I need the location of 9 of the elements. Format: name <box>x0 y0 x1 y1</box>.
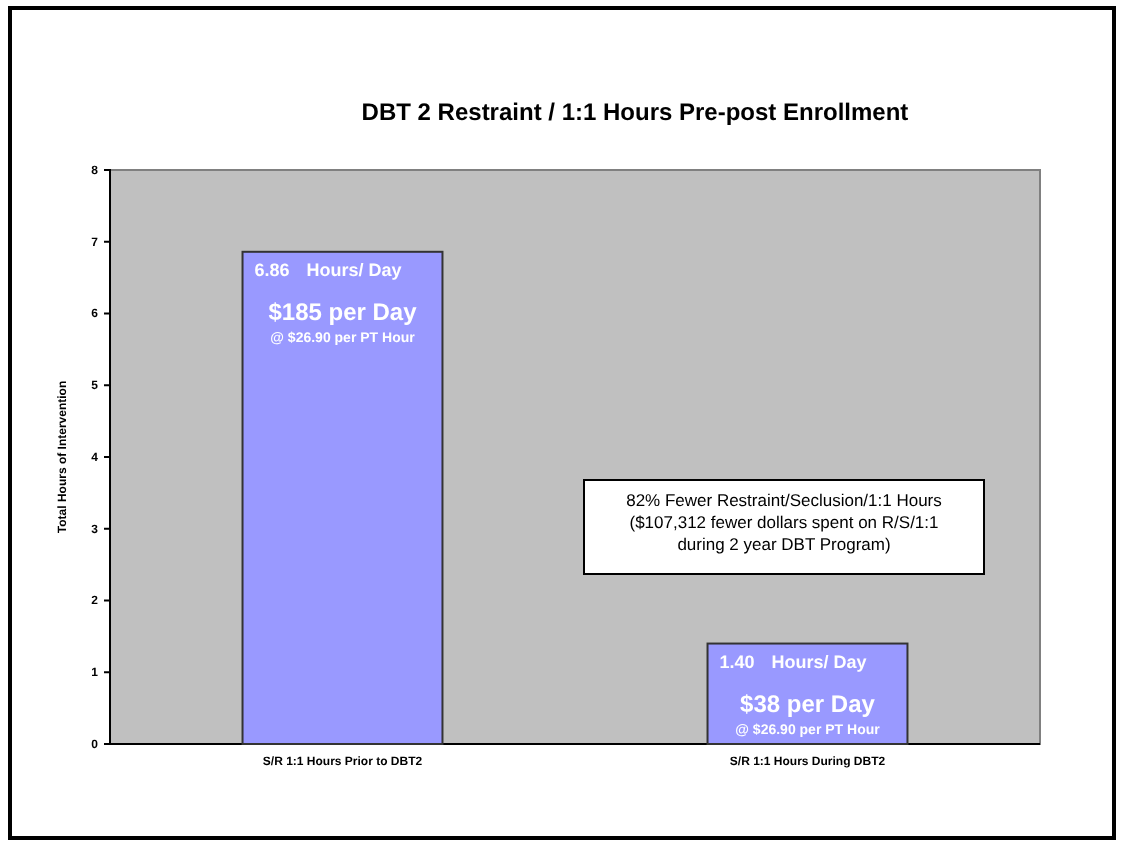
data-label: 1.40 <box>719 651 755 672</box>
annotation: $38 per Day <box>740 689 876 718</box>
chart-title: DBT 2 Restraint / 1:1 Hours Pre-post Enrollment <box>361 98 909 126</box>
annotation: Hours/ Day <box>771 651 867 672</box>
text-box: 82% Fewer Restraint/Seclusion/1:1 Hours ($107,312 fewer dollars spent on R/S/1:1 during 2 year DBT Program) <box>583 479 985 575</box>
annotation: 82% Fewer Restraint/Seclusion/1:1 Hours ($107,312 fewer dollars spent on R/S/1:1 during 2 year DBT Program) <box>626 490 942 554</box>
annotation: $185 per Day <box>268 297 418 326</box>
annotation: Hours/ Day <box>306 259 402 280</box>
data-label: 6.86 <box>254 259 290 280</box>
